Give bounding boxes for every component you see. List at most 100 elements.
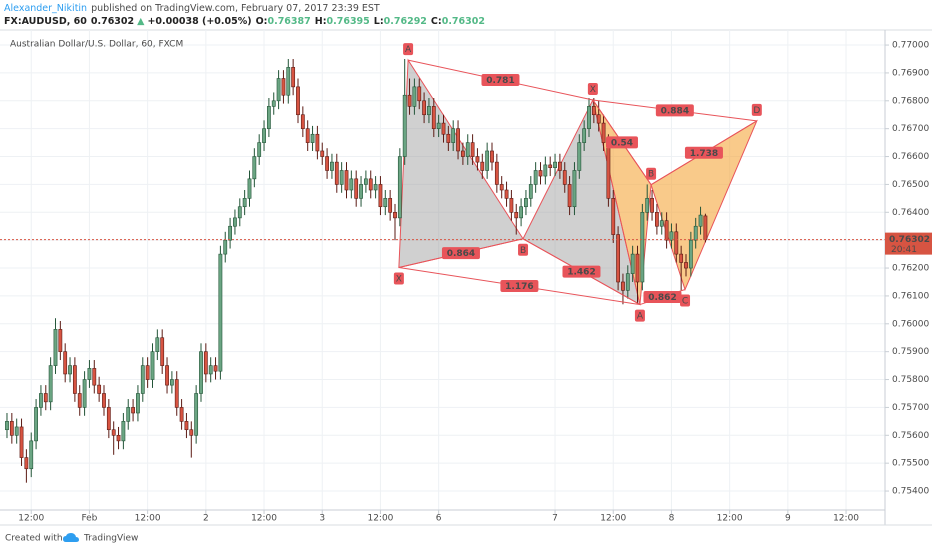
candle-body bbox=[349, 178, 354, 191]
candle-body bbox=[397, 156, 402, 219]
candle-body bbox=[72, 365, 77, 394]
candle-body bbox=[29, 440, 34, 470]
ratio-label: 0.862 bbox=[648, 293, 676, 303]
candle-body bbox=[334, 161, 339, 185]
ratio-label: 1.738 bbox=[690, 149, 718, 159]
candle-body bbox=[68, 365, 72, 375]
ratio-badge bbox=[655, 104, 694, 117]
candle-body bbox=[9, 421, 14, 436]
candle-body bbox=[446, 133, 451, 143]
candle-body bbox=[412, 86, 417, 107]
x-tick-label: 6 bbox=[436, 514, 442, 524]
brand[interactable]: TradingView bbox=[83, 534, 138, 544]
candle-body bbox=[616, 234, 620, 283]
candle-body bbox=[106, 407, 111, 431]
candle-body bbox=[402, 94, 407, 157]
price-badge-label: 0.76302 bbox=[889, 235, 930, 245]
candle-body bbox=[39, 393, 43, 408]
candle-body bbox=[189, 429, 194, 436]
candle-body bbox=[645, 198, 650, 213]
h-value: 0.76395 bbox=[327, 16, 370, 27]
candle-body bbox=[160, 337, 165, 366]
y-tick-label: 0.75900 bbox=[892, 347, 929, 357]
author-link[interactable]: Alexander_Nikitin bbox=[4, 3, 87, 14]
candle-body bbox=[233, 217, 237, 227]
x-tick-label: 12:00 bbox=[717, 514, 743, 524]
c-label: C: bbox=[431, 16, 442, 27]
tradingview-logo[interactable]: TradingView bbox=[63, 533, 138, 544]
ratio-badge bbox=[500, 280, 539, 293]
candle-body bbox=[625, 273, 630, 291]
point-label: X bbox=[396, 274, 402, 284]
candle-body bbox=[499, 184, 504, 191]
candle-body bbox=[247, 178, 252, 199]
candle-body bbox=[504, 189, 509, 199]
change-arrow: ▲ bbox=[137, 16, 145, 27]
point-label: D bbox=[753, 106, 760, 116]
point-label: B bbox=[520, 246, 526, 256]
candle-body bbox=[601, 122, 606, 143]
candle-body bbox=[223, 239, 228, 255]
publish-line: Alexander_Nikitin published on TradingVie… bbox=[4, 3, 380, 14]
candle-body bbox=[262, 128, 266, 143]
y-tick-label: 0.76100 bbox=[892, 291, 929, 301]
candle-body bbox=[587, 106, 591, 129]
candle-body bbox=[688, 239, 693, 269]
point-badge bbox=[751, 103, 762, 116]
candle-body bbox=[276, 78, 281, 102]
x-tick-label: 3 bbox=[319, 514, 325, 524]
chart-title: Australian Dollar/U.S. Dollar, 60, FXCM bbox=[10, 40, 183, 50]
y-tick-label: 0.76000 bbox=[892, 319, 929, 329]
y-tick-label: 0.76800 bbox=[892, 96, 929, 106]
candle-body bbox=[451, 128, 456, 143]
candle-body bbox=[359, 184, 363, 199]
candle-body bbox=[606, 142, 611, 199]
candle-body bbox=[111, 429, 116, 436]
candle-body bbox=[34, 407, 38, 442]
candle-body bbox=[417, 86, 422, 102]
candle-body bbox=[363, 178, 368, 185]
point-badge bbox=[587, 82, 598, 95]
candle-body bbox=[87, 368, 92, 380]
candle-body bbox=[591, 106, 596, 116]
countdown: 20:41 bbox=[891, 245, 917, 255]
candle-body bbox=[422, 100, 426, 116]
ratio-badge bbox=[562, 265, 601, 278]
candle-body bbox=[300, 114, 305, 129]
candle-body bbox=[97, 384, 102, 394]
candle-body bbox=[228, 225, 232, 241]
candle-body bbox=[664, 220, 669, 241]
candle-body bbox=[480, 161, 485, 171]
candle-body bbox=[514, 211, 519, 219]
candle-body bbox=[252, 156, 257, 180]
candle-body bbox=[325, 156, 329, 171]
candle-body bbox=[179, 407, 184, 422]
candle-body bbox=[291, 67, 296, 88]
candle-body bbox=[14, 426, 19, 436]
candle-body bbox=[145, 365, 150, 380]
candle-body bbox=[553, 161, 557, 169]
candle-body bbox=[378, 184, 383, 208]
candle-body bbox=[485, 150, 490, 171]
candle-body bbox=[58, 329, 63, 352]
h-label: H: bbox=[315, 16, 327, 27]
x-tick-label: 8 bbox=[669, 514, 675, 524]
candle-body bbox=[203, 351, 208, 375]
candle-body bbox=[155, 337, 160, 352]
candle-body bbox=[266, 106, 271, 129]
candle-body bbox=[165, 365, 169, 386]
candle-body bbox=[436, 122, 441, 129]
y-tick-label: 0.76700 bbox=[892, 124, 929, 134]
published-text: published on TradingView.com, February 0… bbox=[91, 3, 380, 14]
ratio-badge bbox=[481, 74, 520, 87]
candle-body bbox=[669, 231, 674, 241]
point-label: B bbox=[648, 170, 654, 180]
symbol-legend: FX:AUDUSD, 60 0.76302 ▲ +0.00038 (+0.05%) O:… bbox=[4, 16, 485, 27]
candle-body bbox=[524, 198, 528, 208]
candle-body bbox=[19, 426, 24, 458]
x-tick-label: 2 bbox=[203, 514, 209, 524]
x-tick-label: 12:00 bbox=[135, 514, 161, 524]
candle-body bbox=[63, 351, 68, 375]
ratio-label: 0.54 bbox=[611, 138, 633, 148]
